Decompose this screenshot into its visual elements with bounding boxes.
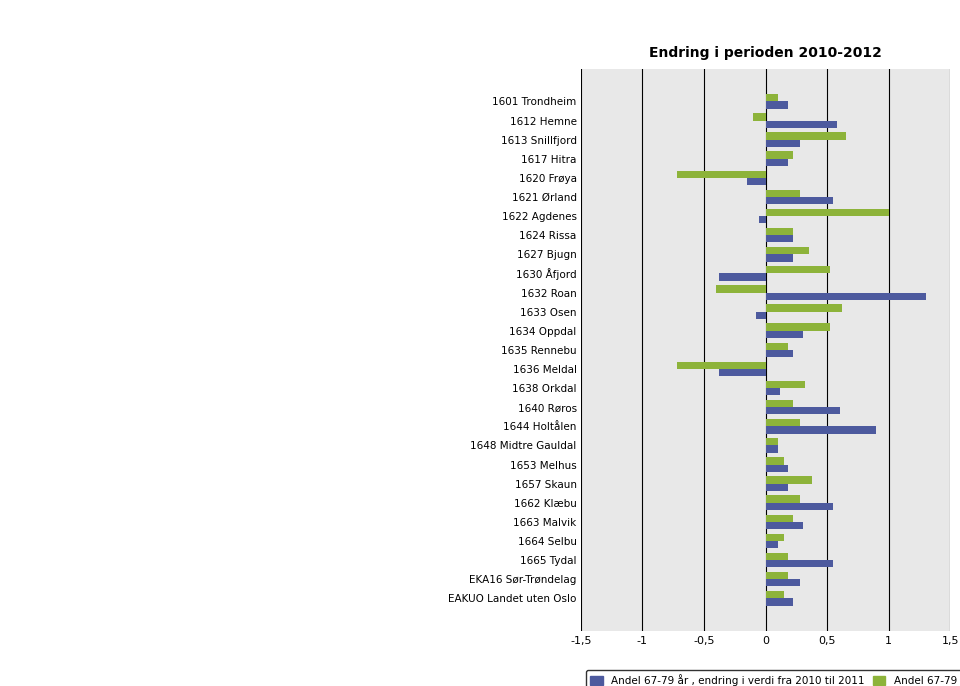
Bar xyxy=(719,369,765,376)
Bar xyxy=(765,426,876,434)
Bar xyxy=(747,178,765,185)
Bar xyxy=(765,503,833,510)
Bar xyxy=(765,324,829,331)
Bar xyxy=(677,362,765,369)
Bar xyxy=(765,400,793,407)
Bar xyxy=(765,458,784,464)
Bar xyxy=(765,534,784,541)
Title: Endring i perioden 2010-2012: Endring i perioden 2010-2012 xyxy=(649,47,882,60)
Bar xyxy=(765,579,800,587)
Bar xyxy=(765,140,800,147)
Bar xyxy=(765,247,808,255)
Legend: Andel 67-79 år , endring i verdi fra 2010 til 2011, Andel 67-79 år , endring i v: Andel 67-79 år , endring i verdi fra 201… xyxy=(586,670,960,686)
Bar xyxy=(765,495,800,503)
Bar xyxy=(765,255,793,261)
Bar xyxy=(765,419,800,426)
Bar xyxy=(759,216,765,224)
Bar xyxy=(765,541,778,548)
Bar xyxy=(765,591,784,598)
Bar xyxy=(765,190,800,197)
Bar xyxy=(765,484,788,491)
Bar xyxy=(765,560,833,567)
Bar xyxy=(765,476,812,484)
Bar xyxy=(765,292,925,300)
Bar xyxy=(765,445,778,453)
Bar xyxy=(765,514,793,522)
Bar xyxy=(765,152,793,158)
Bar xyxy=(765,209,889,216)
Bar xyxy=(765,342,788,350)
Bar xyxy=(765,407,839,414)
Bar xyxy=(716,285,765,292)
Bar xyxy=(765,350,793,357)
Bar xyxy=(765,102,788,108)
Bar xyxy=(719,274,765,281)
Bar xyxy=(765,438,778,445)
Bar xyxy=(765,197,833,204)
Bar xyxy=(765,94,778,102)
Bar xyxy=(765,381,805,388)
Bar xyxy=(765,388,780,395)
Bar xyxy=(756,311,765,319)
Bar xyxy=(765,553,788,560)
Bar xyxy=(765,132,846,140)
Bar xyxy=(765,228,793,235)
Bar xyxy=(765,598,793,606)
Bar xyxy=(765,305,842,311)
Bar xyxy=(677,171,765,178)
Bar xyxy=(765,235,793,242)
Bar xyxy=(754,113,765,121)
Bar xyxy=(765,464,788,472)
Bar xyxy=(765,266,829,274)
Bar xyxy=(765,331,803,338)
Bar xyxy=(765,572,788,579)
Bar xyxy=(765,522,803,529)
Bar xyxy=(765,121,837,128)
Bar xyxy=(765,158,788,166)
